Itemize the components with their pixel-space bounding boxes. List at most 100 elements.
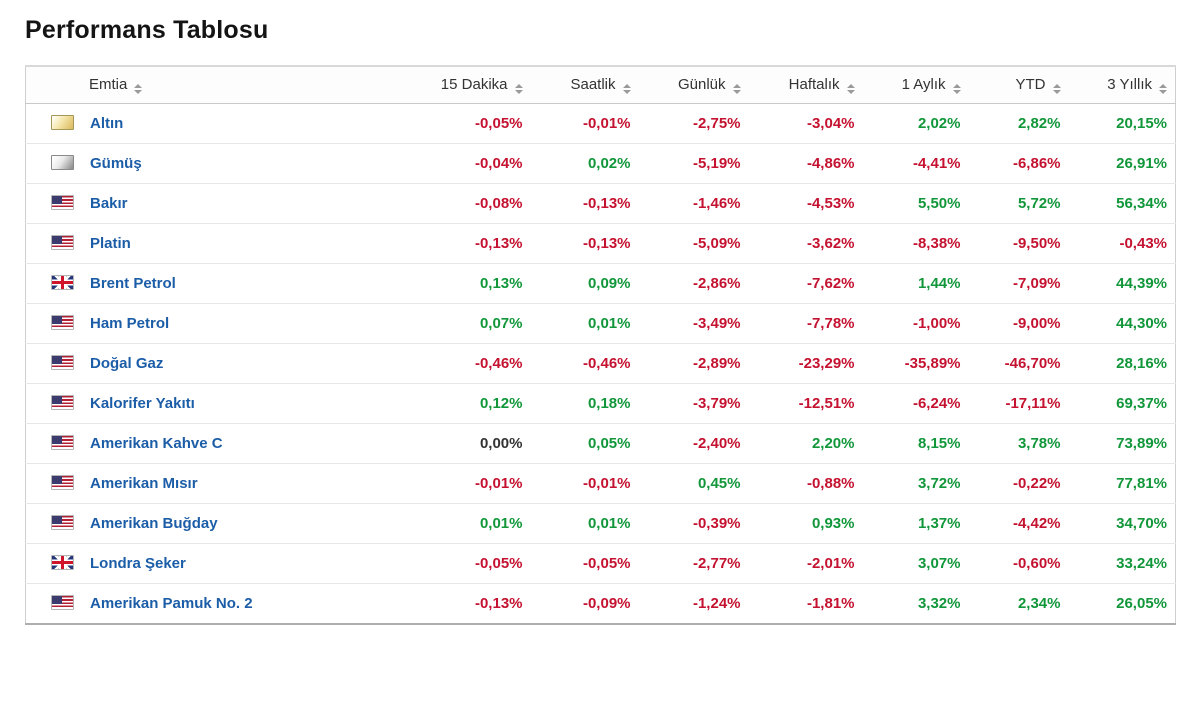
- value-cell: 34,70%: [1068, 503, 1176, 544]
- commodity-link[interactable]: Brent Petrol: [90, 275, 176, 292]
- commodity-cell: Amerikan Buğday: [25, 503, 378, 544]
- us-flag-icon: [51, 315, 74, 330]
- value-cell: -4,41%: [862, 143, 969, 184]
- value-cell: -1,81%: [748, 583, 863, 624]
- value-cell: -0,01%: [530, 103, 639, 144]
- value-cell: -2,75%: [638, 103, 749, 144]
- us-flag-icon: [51, 515, 74, 530]
- value-cell: 26,91%: [1068, 143, 1176, 184]
- value-cell: 44,30%: [1068, 303, 1176, 344]
- column-header-label: Emtia: [89, 76, 128, 93]
- column-header-15-dakika[interactable]: 15 Dakika: [377, 66, 531, 104]
- silver-bar-icon: [51, 155, 74, 170]
- value-cell: -3,49%: [638, 303, 749, 344]
- us-flag-icon: [51, 235, 74, 250]
- column-header-label: 15 Dakika: [440, 76, 508, 93]
- value-cell: -2,01%: [748, 543, 863, 584]
- value-cell: 0,45%: [638, 463, 749, 504]
- commodity-link[interactable]: Bakır: [90, 195, 128, 212]
- sort-icon[interactable]: [622, 84, 631, 94]
- value-cell: 28,16%: [1068, 343, 1176, 384]
- commodity-link[interactable]: Ham Petrol: [90, 315, 170, 332]
- value-cell: 0,01%: [377, 503, 531, 544]
- value-cell: 2,82%: [968, 103, 1069, 144]
- sort-icon[interactable]: [846, 84, 855, 94]
- value-cell: 33,24%: [1068, 543, 1176, 584]
- value-cell: 5,72%: [968, 183, 1069, 224]
- commodity-link[interactable]: Kalorifer Yakıtı: [90, 395, 195, 412]
- value-cell: -6,24%: [862, 383, 969, 424]
- column-header-label: 1 Aylık: [901, 76, 946, 93]
- value-cell: -23,29%: [748, 343, 863, 384]
- us-flag-icon: [51, 435, 74, 450]
- sort-icon[interactable]: [134, 84, 143, 94]
- sort-icon[interactable]: [732, 84, 741, 94]
- table-row: Altın -0,05% -0,01% -2,75% -3,04% 2,02% 2,82% 2…: [25, 103, 1176, 144]
- column-header-1-ayl-k[interactable]: 1 Aylık: [862, 66, 969, 104]
- value-cell: -4,53%: [748, 183, 863, 224]
- column-header-emtia[interactable]: Emtia: [25, 66, 378, 104]
- column-header-3-y-ll-k[interactable]: 3 Yıllık: [1068, 66, 1176, 104]
- commodity-link[interactable]: Altın: [90, 115, 124, 132]
- commodity-link[interactable]: Doğal Gaz: [90, 355, 164, 372]
- value-cell: -9,50%: [968, 223, 1069, 264]
- commodity-link[interactable]: Londra Şeker: [90, 555, 186, 572]
- value-cell: -0,05%: [377, 543, 531, 584]
- value-cell: 26,05%: [1068, 583, 1176, 624]
- column-header-g-nl-k[interactable]: Günlük: [638, 66, 749, 104]
- commodity-cell: Altın: [25, 103, 378, 144]
- table-row: Doğal Gaz -0,46% -0,46% -2,89% -23,29% -35,89…: [25, 343, 1176, 384]
- value-cell: -0,13%: [377, 223, 531, 264]
- performance-table: Emtia 15 Dakika Saatlik Günlük Haftalık 1 Ayl…: [25, 65, 1176, 625]
- commodity-link[interactable]: Amerikan Pamuk No. 2: [90, 595, 253, 612]
- value-cell: 2,20%: [748, 423, 863, 464]
- commodity-link[interactable]: Gümüş: [90, 155, 142, 172]
- value-cell: -4,42%: [968, 503, 1069, 544]
- value-cell: -9,00%: [968, 303, 1069, 344]
- column-header-haftal-k[interactable]: Haftalık: [748, 66, 863, 104]
- commodity-link[interactable]: Amerikan Kahve C: [90, 435, 223, 452]
- column-header-ytd[interactable]: YTD: [968, 66, 1069, 104]
- value-cell: 0,18%: [530, 383, 639, 424]
- commodity-cell: Amerikan Mısır: [25, 463, 378, 504]
- value-cell: -1,24%: [638, 583, 749, 624]
- sort-icon[interactable]: [952, 84, 961, 94]
- value-cell: -7,09%: [968, 263, 1069, 304]
- commodity-link[interactable]: Amerikan Mısır: [90, 475, 198, 492]
- sort-icon[interactable]: [1159, 84, 1167, 94]
- value-cell: 3,07%: [862, 543, 969, 584]
- value-cell: -0,46%: [530, 343, 639, 384]
- commodity-link[interactable]: Platin: [90, 235, 131, 252]
- sort-icon[interactable]: [514, 84, 523, 94]
- value-cell: -0,08%: [377, 183, 531, 224]
- value-cell: -12,51%: [748, 383, 863, 424]
- value-cell: -0,43%: [1068, 223, 1176, 264]
- value-cell: -3,62%: [748, 223, 863, 264]
- commodity-link[interactable]: Amerikan Buğday: [90, 515, 218, 532]
- commodity-cell: Gümüş: [25, 143, 378, 184]
- us-flag-icon: [51, 355, 74, 370]
- value-cell: 77,81%: [1068, 463, 1176, 504]
- sort-icon[interactable]: [1052, 84, 1061, 94]
- table-row: Londra Şeker -0,05% -0,05% -2,77% -2,01% 3,07…: [25, 543, 1176, 584]
- column-header-label: YTD: [1015, 76, 1046, 93]
- column-header-saatlik[interactable]: Saatlik: [530, 66, 639, 104]
- commodity-cell: Bakır: [25, 183, 378, 224]
- value-cell: 3,78%: [968, 423, 1069, 464]
- value-cell: -1,00%: [862, 303, 969, 344]
- value-cell: 2,02%: [862, 103, 969, 144]
- value-cell: 69,37%: [1068, 383, 1176, 424]
- value-cell: -8,38%: [862, 223, 969, 264]
- value-cell: 20,15%: [1068, 103, 1176, 144]
- value-cell: -4,86%: [748, 143, 863, 184]
- value-cell: -0,09%: [530, 583, 639, 624]
- table-row: Brent Petrol 0,13% 0,09% -2,86% -7,62% 1,44% -…: [25, 263, 1176, 304]
- value-cell: -0,05%: [377, 103, 531, 144]
- page-title: Performans Tablosu: [25, 16, 269, 44]
- commodity-cell: Platin: [25, 223, 378, 264]
- commodity-cell: Ham Petrol: [25, 303, 378, 344]
- value-cell: -35,89%: [862, 343, 969, 384]
- value-cell: 0,09%: [530, 263, 639, 304]
- us-flag-icon: [51, 195, 74, 210]
- us-flag-icon: [51, 595, 74, 610]
